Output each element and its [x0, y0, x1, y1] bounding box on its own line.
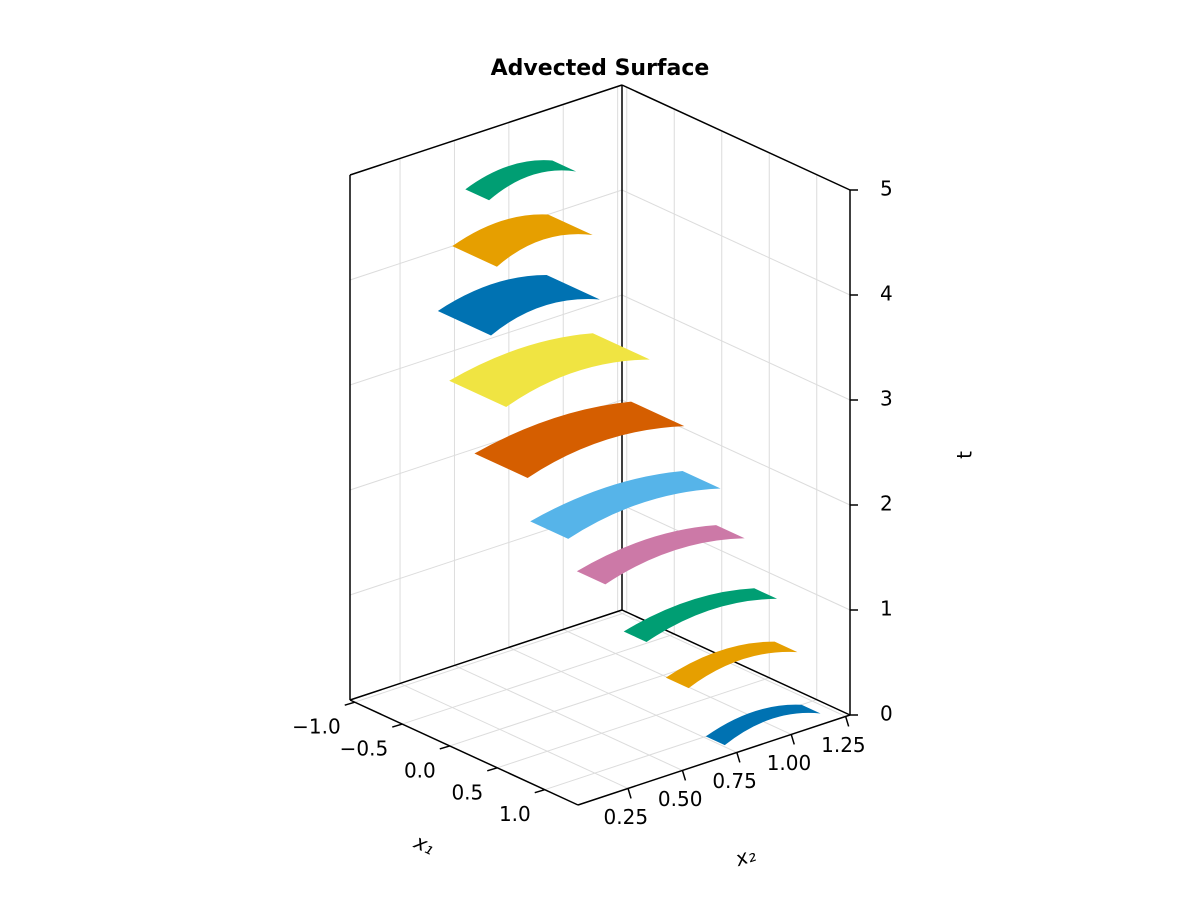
- z-tick-label: 3: [880, 387, 893, 411]
- grid-line: [349, 294, 623, 386]
- x1-tick-label: 0.5: [451, 780, 483, 804]
- grid-line: [621, 504, 851, 611]
- z-tick-label: 0: [880, 702, 893, 726]
- z-tick-label: 5: [880, 177, 893, 201]
- grid-line: [402, 633, 675, 725]
- tick-mark: [844, 716, 850, 727]
- z-tick-label: 4: [880, 282, 893, 306]
- tick-mark: [534, 788, 545, 794]
- chart-title: Advected Surface: [491, 56, 710, 81]
- axis-frame: [349, 699, 579, 806]
- surface: [452, 214, 593, 267]
- x2-tick-label: 1.00: [767, 751, 812, 775]
- x1-axis-label: x₁: [410, 829, 439, 860]
- x2-tick-label: 0.50: [658, 787, 703, 811]
- axis-frame: [349, 84, 623, 176]
- grid-line: [621, 294, 851, 401]
- tick-mark: [681, 770, 687, 781]
- grid-line: [508, 646, 738, 753]
- grid-line: [497, 677, 770, 769]
- surface: [465, 160, 577, 201]
- axis-frame: [621, 84, 851, 191]
- x1-tick-label: −0.5: [340, 737, 389, 761]
- tick-mark: [392, 723, 403, 728]
- z-tick-label: 1: [880, 597, 893, 621]
- surface: [623, 588, 778, 642]
- tick-mark: [344, 701, 355, 706]
- surface: [449, 333, 650, 407]
- tick-mark: [736, 752, 741, 763]
- x2-tick-label: 1.25: [821, 733, 866, 757]
- grid-line: [621, 189, 851, 296]
- surface: [530, 470, 721, 539]
- surface: [437, 274, 600, 336]
- tick-mark: [627, 788, 632, 799]
- axis-frame: [349, 609, 623, 701]
- x1-tick-label: 0.0: [404, 758, 436, 782]
- grid-line: [399, 682, 629, 789]
- x2-tick-label: 0.75: [712, 769, 757, 793]
- x1-tick-label: −1.0: [292, 715, 341, 739]
- surface: [474, 401, 685, 478]
- surface: [705, 704, 821, 746]
- x1-tick-label: 1.0: [499, 802, 531, 826]
- t-axis-label: t: [953, 451, 977, 459]
- tick-mark: [487, 767, 498, 772]
- tick-mark: [439, 745, 450, 750]
- axis-frame: [577, 714, 851, 806]
- tick-mark: [790, 734, 795, 745]
- surface: [665, 641, 798, 689]
- grid-line: [454, 664, 683, 771]
- x2-tick-label: 0.25: [604, 805, 649, 829]
- z-tick-label: 2: [880, 492, 893, 516]
- surface: [576, 525, 745, 585]
- grid-line: [354, 611, 627, 703]
- x2-axis-label: x₂: [731, 842, 758, 871]
